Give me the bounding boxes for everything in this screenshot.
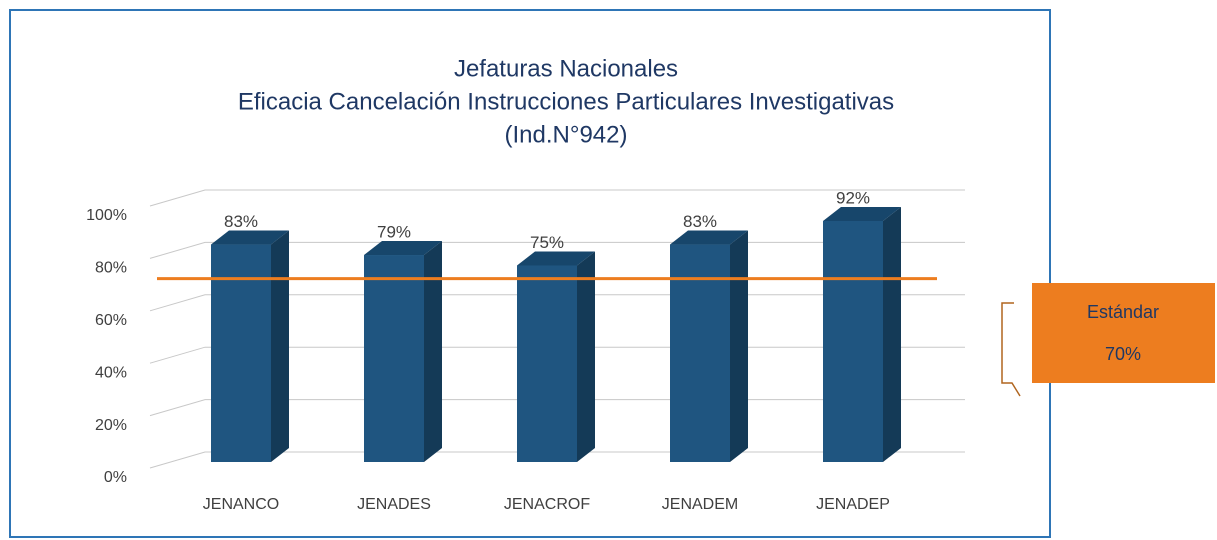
bar-top [670,230,748,245]
value-label: 92% [836,188,870,207]
bar-side [577,251,595,462]
bar [517,265,577,462]
bar-top [211,230,289,245]
bar [823,220,883,462]
y-tick-label: 100% [86,207,127,224]
y-tick-label: 40% [95,364,127,381]
x-tick-label: JENACROF [504,496,590,513]
value-label: 79% [377,223,411,242]
y-tick-label: 60% [95,312,127,329]
chart-subtitle: (Ind.N°942) [505,121,628,148]
y-tick-label: 20% [95,417,127,434]
bar-side [730,230,748,462]
y-tick-label: 80% [95,260,127,277]
standard-callout [1032,283,1215,383]
bar-top [364,241,442,256]
x-tick-label: JENADEP [816,496,890,513]
bar [670,244,730,462]
value-label: 83% [224,212,258,231]
standard-name: Estándar [1087,302,1159,322]
chart-title: Jefaturas Nacionales [454,55,678,82]
value-label: 75% [530,233,564,252]
bar-side [883,206,901,462]
bar-side [271,230,289,462]
y-tick-label: 0% [104,469,127,486]
x-tick-label: JENANCO [203,496,279,513]
x-tick-label: JENADES [357,496,431,513]
standard-value: 70% [1105,344,1141,364]
bar [211,244,271,462]
x-tick-label: JENADEM [662,496,738,513]
bar [364,255,424,462]
bar-top [517,251,595,266]
bar-side [424,241,442,462]
chart-subtitle: Eficacia Cancelación Instrucciones Parti… [238,88,894,115]
bar-top [823,206,901,221]
grid-line [149,189,965,207]
callout-bracket [1001,302,1021,397]
value-label: 83% [683,212,717,231]
